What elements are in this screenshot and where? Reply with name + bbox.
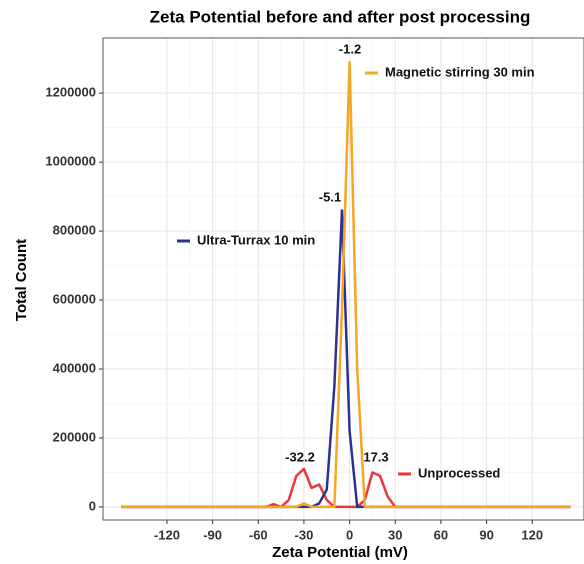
x-tick-label: -30	[295, 527, 314, 542]
annotation: -32.2	[285, 449, 315, 464]
x-tick-label: 60	[434, 527, 448, 542]
y-tick-label: 200000	[53, 429, 96, 444]
x-tick-label: -120	[154, 527, 180, 542]
y-tick-label: 800000	[53, 223, 96, 238]
y-tick-label: 1000000	[45, 154, 96, 169]
legend-label: Ultra-Turrax 10 min	[197, 232, 315, 247]
x-tick-label: -90	[203, 527, 222, 542]
x-axis-label: Zeta Potential (mV)	[272, 544, 408, 561]
x-tick-label: 30	[388, 527, 402, 542]
x-tick-label: 90	[479, 527, 493, 542]
plot-border	[102, 37, 584, 521]
y-tick-label: 0	[89, 498, 96, 513]
legend-label: Unprocessed	[418, 465, 500, 480]
y-tick-label: 1200000	[45, 85, 96, 100]
annotation: -1.2	[339, 41, 361, 56]
x-tick-label: 0	[346, 527, 353, 542]
y-axis-label: Total Count	[13, 239, 30, 321]
annotation: 17.3	[363, 449, 388, 464]
y-tick-label: 400000	[53, 360, 96, 375]
series-line	[121, 60, 571, 509]
chart-title: Zeta Potential before and after post pro…	[150, 7, 531, 26]
legend-label: Magnetic stirring 30 min	[385, 64, 535, 79]
x-tick-label: 120	[521, 527, 543, 542]
x-tick-label: -60	[249, 527, 268, 542]
y-tick-label: 600000	[53, 291, 96, 306]
annotation: -5.1	[319, 189, 341, 204]
